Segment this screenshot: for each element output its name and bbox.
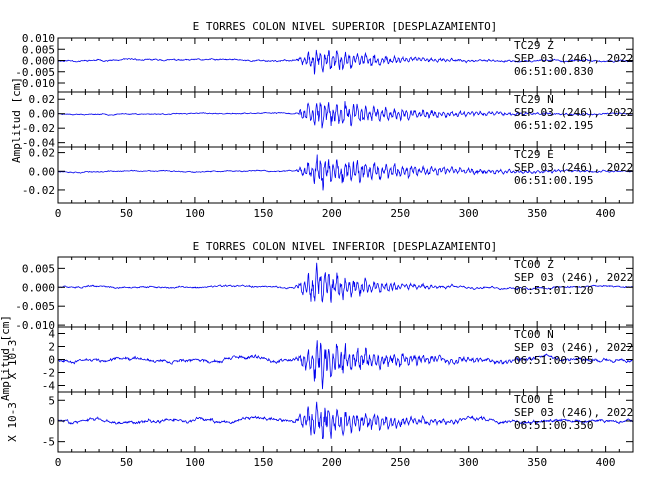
y-tick-label: -5 — [42, 436, 55, 449]
y-axis-label: Amplitud [cm] — [0, 315, 12, 401]
y-tick-label: 0.02 — [29, 147, 56, 160]
station-annotation: 06:51:00.830 — [514, 65, 593, 78]
station-annotation: TC00 E — [514, 393, 554, 406]
x-tick-label: 100 — [185, 456, 205, 469]
x-tick-label: 300 — [459, 207, 479, 220]
y-tick-label: 0 — [48, 415, 55, 428]
station-annotation: 06:51:00.305 — [514, 354, 593, 367]
waveform-line — [57, 262, 633, 303]
station-annotation: TC00 Z — [514, 258, 554, 271]
y-tick-label: 0.010 — [22, 32, 55, 45]
y-tick-label: 0 — [48, 354, 55, 367]
station-annotation: SEP 03 (246), 2022 — [514, 341, 633, 354]
y-tick-label: 5 — [48, 394, 55, 407]
y-tick-label: -2 — [42, 367, 55, 380]
y-tick-label: -0.010 — [15, 77, 55, 90]
y-tick-label: -0.04 — [22, 137, 55, 150]
y-axis-label: Amplitud [cm] — [10, 77, 23, 163]
y-tick-label: 2 — [48, 341, 55, 354]
station-annotation: SEP 03 (246), 2022 — [514, 52, 633, 65]
x-tick-label: 0 — [55, 456, 62, 469]
y-scale-label: X 10-3 — [6, 340, 19, 380]
x-tick-label: 350 — [527, 456, 547, 469]
station-annotation: 06:51:00.195 — [514, 174, 593, 187]
y-tick-label: 0.02 — [29, 93, 56, 106]
station-annotation: SEP 03 (246), 2022 — [514, 106, 633, 119]
station-annotation: TC00 N — [514, 328, 554, 341]
x-tick-label: 300 — [459, 456, 479, 469]
y-tick-label: -0.02 — [22, 184, 55, 197]
y-tick-label: 0.00 — [29, 165, 56, 178]
x-tick-label: 400 — [596, 456, 616, 469]
bottom-chart-title: E TORRES COLON NIVEL INFERIOR [DESPLAZAM… — [193, 240, 498, 253]
waveform-line — [57, 340, 633, 390]
waveform-line — [57, 154, 633, 191]
top-chart-title: E TORRES COLON NIVEL SUPERIOR [DESPLAZAM… — [193, 20, 498, 33]
x-tick-label: 400 — [596, 207, 616, 220]
x-tick-label: 200 — [322, 456, 342, 469]
waveform-line — [57, 101, 633, 129]
y-tick-label: -0.005 — [15, 300, 55, 313]
station-annotation: SEP 03 (246), 2022 — [514, 406, 633, 419]
station-annotation: 06:51:00.350 — [514, 419, 593, 432]
x-tick-label: 200 — [322, 207, 342, 220]
y-tick-label: -0.005 — [15, 66, 55, 79]
y-tick-label: 0.00 — [29, 108, 56, 121]
station-annotation: 06:51:02.195 — [514, 119, 593, 132]
y-tick-label: 0.000 — [22, 281, 55, 294]
y-tick-label: 0.005 — [22, 43, 55, 56]
waveform-line — [57, 401, 633, 440]
station-annotation: TC29 E — [514, 148, 554, 161]
station-annotation: SEP 03 (246), 2022 — [514, 161, 633, 174]
station-annotation: 06:51:01.120 — [514, 284, 593, 297]
x-tick-label: 250 — [390, 456, 410, 469]
y-tick-label: 0.000 — [22, 55, 55, 68]
waveform-line — [57, 49, 633, 75]
y-tick-label: 4 — [48, 328, 55, 341]
y-tick-label: -4 — [42, 380, 56, 393]
x-tick-label: 50 — [120, 456, 133, 469]
x-tick-label: 150 — [253, 207, 273, 220]
x-tick-label: 150 — [253, 456, 273, 469]
x-tick-label: 100 — [185, 207, 205, 220]
station-annotation: TC29 N — [514, 93, 554, 106]
station-annotation: TC29 Z — [514, 39, 554, 52]
x-tick-label: 250 — [390, 207, 410, 220]
station-annotation: SEP 03 (246), 2022 — [514, 271, 633, 284]
x-tick-label: 0 — [55, 207, 62, 220]
y-scale-label: X 10-3 — [6, 402, 19, 442]
y-tick-label: 0.005 — [22, 262, 55, 275]
y-tick-label: -0.010 — [15, 319, 55, 332]
x-tick-label: 50 — [120, 207, 133, 220]
y-tick-label: -0.02 — [22, 122, 55, 135]
x-tick-label: 350 — [527, 207, 547, 220]
